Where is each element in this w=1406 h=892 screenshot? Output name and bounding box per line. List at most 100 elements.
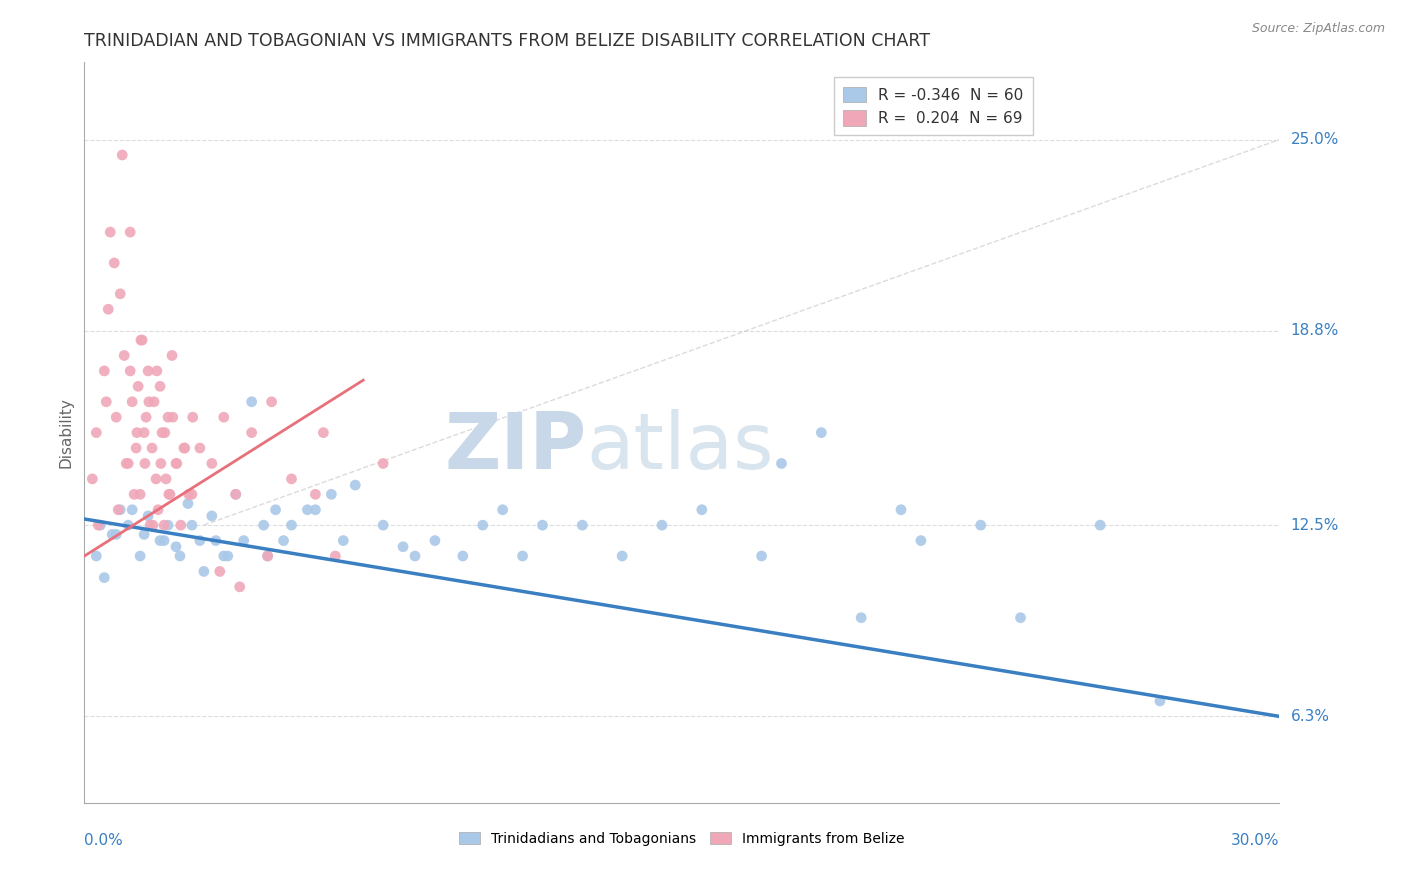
Point — [181, 487, 204, 501]
Point — [177, 497, 200, 511]
Point — [87, 518, 110, 533]
Point — [153, 518, 176, 533]
Text: 30.0%: 30.0% — [1232, 833, 1279, 848]
Point — [129, 333, 152, 347]
Point — [208, 565, 231, 579]
Point — [212, 410, 235, 425]
Point — [112, 349, 135, 363]
Point — [115, 457, 138, 471]
Point — [153, 425, 176, 440]
Text: atlas: atlas — [586, 409, 773, 485]
Point — [129, 549, 152, 563]
Point — [138, 394, 160, 409]
Point — [157, 487, 180, 501]
Point — [201, 457, 224, 471]
Point — [166, 457, 188, 471]
Legend: Trinidadians and Tobagonians, Immigrants from Belize: Trinidadians and Tobagonians, Immigrants… — [454, 826, 910, 851]
Point — [1149, 694, 1171, 708]
Point — [93, 571, 115, 585]
Text: 6.3%: 6.3% — [1291, 709, 1330, 724]
Point — [153, 533, 176, 548]
Point — [165, 540, 187, 554]
Point — [451, 549, 474, 563]
Point — [304, 502, 326, 516]
Point — [122, 487, 145, 501]
Point — [173, 441, 195, 455]
Point — [810, 425, 832, 440]
Point — [157, 518, 180, 533]
Point — [260, 394, 283, 409]
Point — [110, 502, 132, 516]
Point — [332, 533, 354, 548]
Point — [188, 441, 211, 455]
Y-axis label: Disability: Disability — [58, 397, 73, 468]
Point — [770, 457, 793, 471]
Point — [159, 487, 181, 501]
Point — [304, 487, 326, 501]
Point — [240, 425, 263, 440]
Point — [256, 549, 278, 563]
Point — [120, 364, 142, 378]
Point — [86, 549, 108, 563]
Point — [280, 518, 302, 533]
Point — [149, 379, 172, 393]
Point — [1010, 611, 1032, 625]
Point — [165, 457, 187, 471]
Point — [373, 457, 395, 471]
Point — [181, 518, 204, 533]
Point — [143, 394, 166, 409]
Text: 25.0%: 25.0% — [1291, 132, 1339, 147]
Point — [125, 441, 148, 455]
Point — [344, 478, 367, 492]
Point — [273, 533, 295, 548]
Point — [105, 410, 128, 425]
Point — [146, 502, 169, 516]
Point — [177, 487, 200, 501]
Point — [111, 148, 134, 162]
Point — [492, 502, 515, 516]
Point — [571, 518, 593, 533]
Point — [136, 508, 159, 523]
Point — [851, 611, 873, 625]
Point — [297, 502, 319, 516]
Point — [134, 457, 156, 471]
Text: TRINIDADIAN AND TOBAGONIAN VS IMMIGRANTS FROM BELIZE DISABILITY CORRELATION CHAR: TRINIDADIAN AND TOBAGONIAN VS IMMIGRANTS… — [84, 32, 931, 50]
Point — [1090, 518, 1112, 533]
Point — [149, 533, 172, 548]
Point — [142, 518, 165, 533]
Point — [471, 518, 494, 533]
Point — [253, 518, 276, 533]
Point — [98, 225, 121, 239]
Point — [188, 533, 211, 548]
Point — [201, 508, 224, 523]
Text: 12.5%: 12.5% — [1291, 517, 1339, 533]
Point — [256, 549, 278, 563]
Point — [690, 502, 713, 516]
Point — [531, 518, 554, 533]
Point — [132, 527, 156, 541]
Point — [264, 502, 287, 516]
Point — [96, 394, 118, 409]
Point — [181, 410, 204, 425]
Point — [145, 472, 167, 486]
Point — [105, 527, 128, 541]
Point — [93, 364, 115, 378]
Point — [162, 410, 184, 425]
Point — [205, 533, 228, 548]
Point — [280, 472, 302, 486]
Point — [136, 364, 159, 378]
Point — [373, 518, 395, 533]
Point — [107, 502, 129, 516]
Point — [321, 487, 343, 501]
Point — [423, 533, 446, 548]
Point — [240, 394, 263, 409]
Point — [170, 518, 193, 533]
Point — [127, 379, 149, 393]
Point — [131, 333, 153, 347]
Point — [117, 518, 139, 533]
Point — [150, 425, 173, 440]
Point — [110, 286, 132, 301]
Point — [157, 410, 180, 425]
Point — [193, 565, 215, 579]
Point — [217, 549, 239, 563]
